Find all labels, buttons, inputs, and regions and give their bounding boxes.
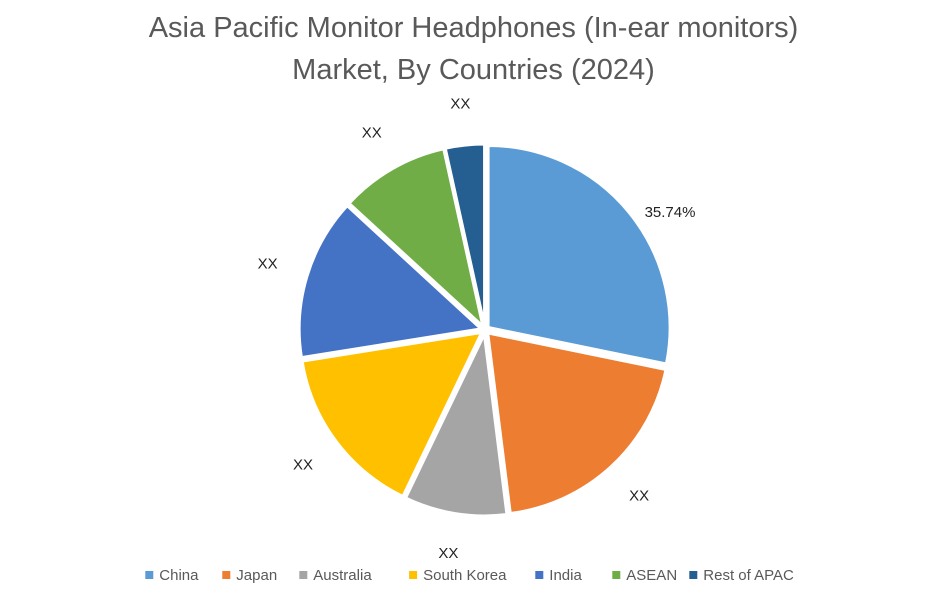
legend-label-australia: Australia xyxy=(313,567,372,584)
data-label-asean: XX xyxy=(362,124,382,141)
legend-label-china: China xyxy=(159,567,199,584)
chart-title-line-1: Asia Pacific Monitor Headphones (In-ear … xyxy=(148,12,799,44)
legend-label-rest-of-apac: Rest of APAC xyxy=(703,567,794,584)
legend-marker-japan xyxy=(222,571,231,579)
legend-item-asean: ASEAN xyxy=(612,567,677,584)
legend-label-south-korea: South Korea xyxy=(423,567,507,584)
pie-data-labels: 35.74% XX XX XX XX XX XX xyxy=(258,95,696,562)
legend-item-rest-of-apac: Rest of APAC xyxy=(689,567,794,584)
data-label-south-korea: XX xyxy=(293,457,313,474)
data-label-india: XX xyxy=(258,256,278,273)
pie-slice-south-korea xyxy=(300,330,485,499)
data-label-rest-of-apac: XX xyxy=(450,95,470,112)
pie-slices xyxy=(297,142,672,518)
legend-item-australia: Australia xyxy=(299,567,372,584)
pie-slice-china xyxy=(486,143,672,366)
chart-title-line-2: Market, By Countries (2024) xyxy=(292,54,655,86)
data-label-china: 35.74% xyxy=(645,204,696,221)
pie-slice-asean xyxy=(346,147,486,331)
pie-slice-australia xyxy=(403,328,509,518)
legend-marker-china xyxy=(145,571,154,579)
legend-label-india: India xyxy=(549,567,582,584)
legend-label-asean: ASEAN xyxy=(626,567,677,584)
legend-label-japan: Japan xyxy=(236,567,277,584)
legend-item-china: China xyxy=(145,567,199,584)
pie-slice-india xyxy=(297,203,485,360)
legend-item-south-korea: South Korea xyxy=(409,567,507,584)
legend-marker-india xyxy=(535,571,544,579)
chart-legend: China Japan Australia South Korea India ASEAN… xyxy=(145,567,794,584)
pie-slice-japan xyxy=(485,331,668,516)
data-label-australia: XX xyxy=(438,545,458,562)
data-label-japan: XX xyxy=(629,488,649,505)
legend-marker-rest-of-apac xyxy=(689,571,698,579)
legend-item-india: India xyxy=(535,567,582,584)
legend-marker-asean xyxy=(612,571,621,579)
legend-marker-south-korea xyxy=(409,571,418,579)
pie-slice-rest-of-apac xyxy=(443,142,487,327)
legend-marker-australia xyxy=(299,571,308,579)
legend-item-japan: Japan xyxy=(222,567,277,584)
